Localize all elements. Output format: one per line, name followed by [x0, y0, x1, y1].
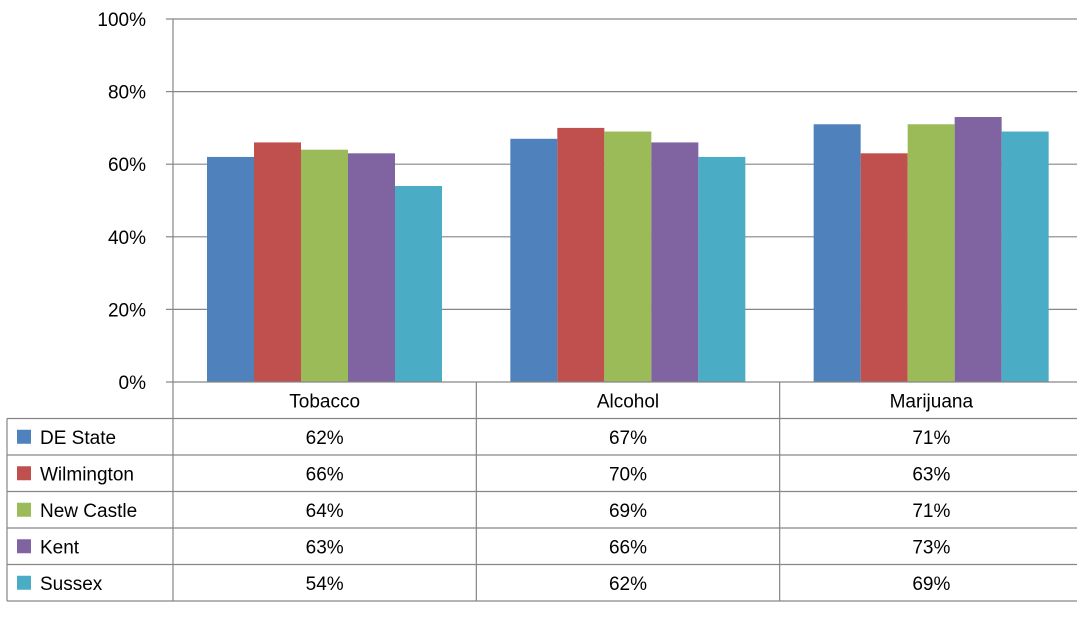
bar-kent-tobacco: [348, 153, 395, 382]
y-tick-label: 60%: [108, 155, 146, 176]
bar-sussex-alcohol: [698, 156, 746, 382]
data-table-cell: 64%: [306, 501, 344, 522]
legend-key: [17, 429, 31, 444]
bar-sussex-marijuana: [1001, 131, 1049, 382]
data-table-cell: 63%: [306, 537, 344, 558]
data-table-cell: 66%: [306, 464, 344, 485]
data-table: Tobacco Alcohol Marijuana DE State 62% 67% 71%…: [6, 381, 1077, 602]
bar-new-castle-marijuana: [907, 124, 955, 383]
data-table-cell: 71%: [912, 501, 950, 522]
data-table-cell: 54%: [306, 574, 344, 595]
y-tick-label: 0%: [119, 373, 147, 394]
data-table-cell: 69%: [609, 501, 647, 522]
bar-de-state-alcohol: [510, 138, 558, 382]
data-table-cell: 67%: [609, 428, 647, 449]
y-tick-label: 80%: [108, 83, 146, 104]
bar-de-state-marijuana: [813, 124, 861, 383]
data-table-cell: 66%: [609, 537, 647, 558]
y-tick-label: 100%: [97, 10, 146, 31]
data-table-cell: 62%: [306, 428, 344, 449]
category-label: Marijuana: [890, 391, 974, 412]
data-table-cell: 62%: [609, 574, 647, 595]
legend-label: Wilmington: [40, 464, 134, 485]
bar-wilmington-marijuana: [860, 153, 908, 382]
legend-key: [17, 502, 31, 517]
y-tick-label: 40%: [108, 228, 146, 249]
category-label: Alcohol: [597, 391, 659, 412]
category-label: Tobacco: [289, 391, 360, 412]
data-table-cell: 73%: [912, 537, 950, 558]
bar-wilmington-alcohol: [557, 127, 605, 383]
legend-label: DE State: [40, 428, 116, 449]
data-table-cell: 63%: [912, 464, 950, 485]
legend-key: [17, 466, 31, 481]
bar-de-state-tobacco: [207, 156, 254, 382]
axes: [166, 18, 174, 383]
data-table-cell: 71%: [912, 428, 950, 449]
y-tick-label: 20%: [108, 300, 146, 321]
bar-sussex-tobacco: [395, 185, 442, 382]
bar-kent-marijuana: [954, 117, 1002, 382]
bar-new-castle-alcohol: [604, 131, 652, 382]
data-table-cell: 69%: [912, 574, 950, 595]
legend-label: Sussex: [40, 574, 103, 595]
legend-key: [17, 539, 31, 554]
bar-kent-alcohol: [651, 142, 699, 382]
bars: [207, 117, 1049, 383]
bar-new-castle-tobacco: [301, 149, 348, 382]
legend-key: [17, 575, 31, 590]
legend-label: Kent: [40, 537, 80, 558]
y-tick-labels: 0% 20% 40% 60% 80% 100%: [97, 10, 146, 394]
bar-wilmington-tobacco: [254, 142, 301, 382]
data-table-cell: 70%: [609, 464, 647, 485]
legend-label: New Castle: [40, 501, 137, 522]
